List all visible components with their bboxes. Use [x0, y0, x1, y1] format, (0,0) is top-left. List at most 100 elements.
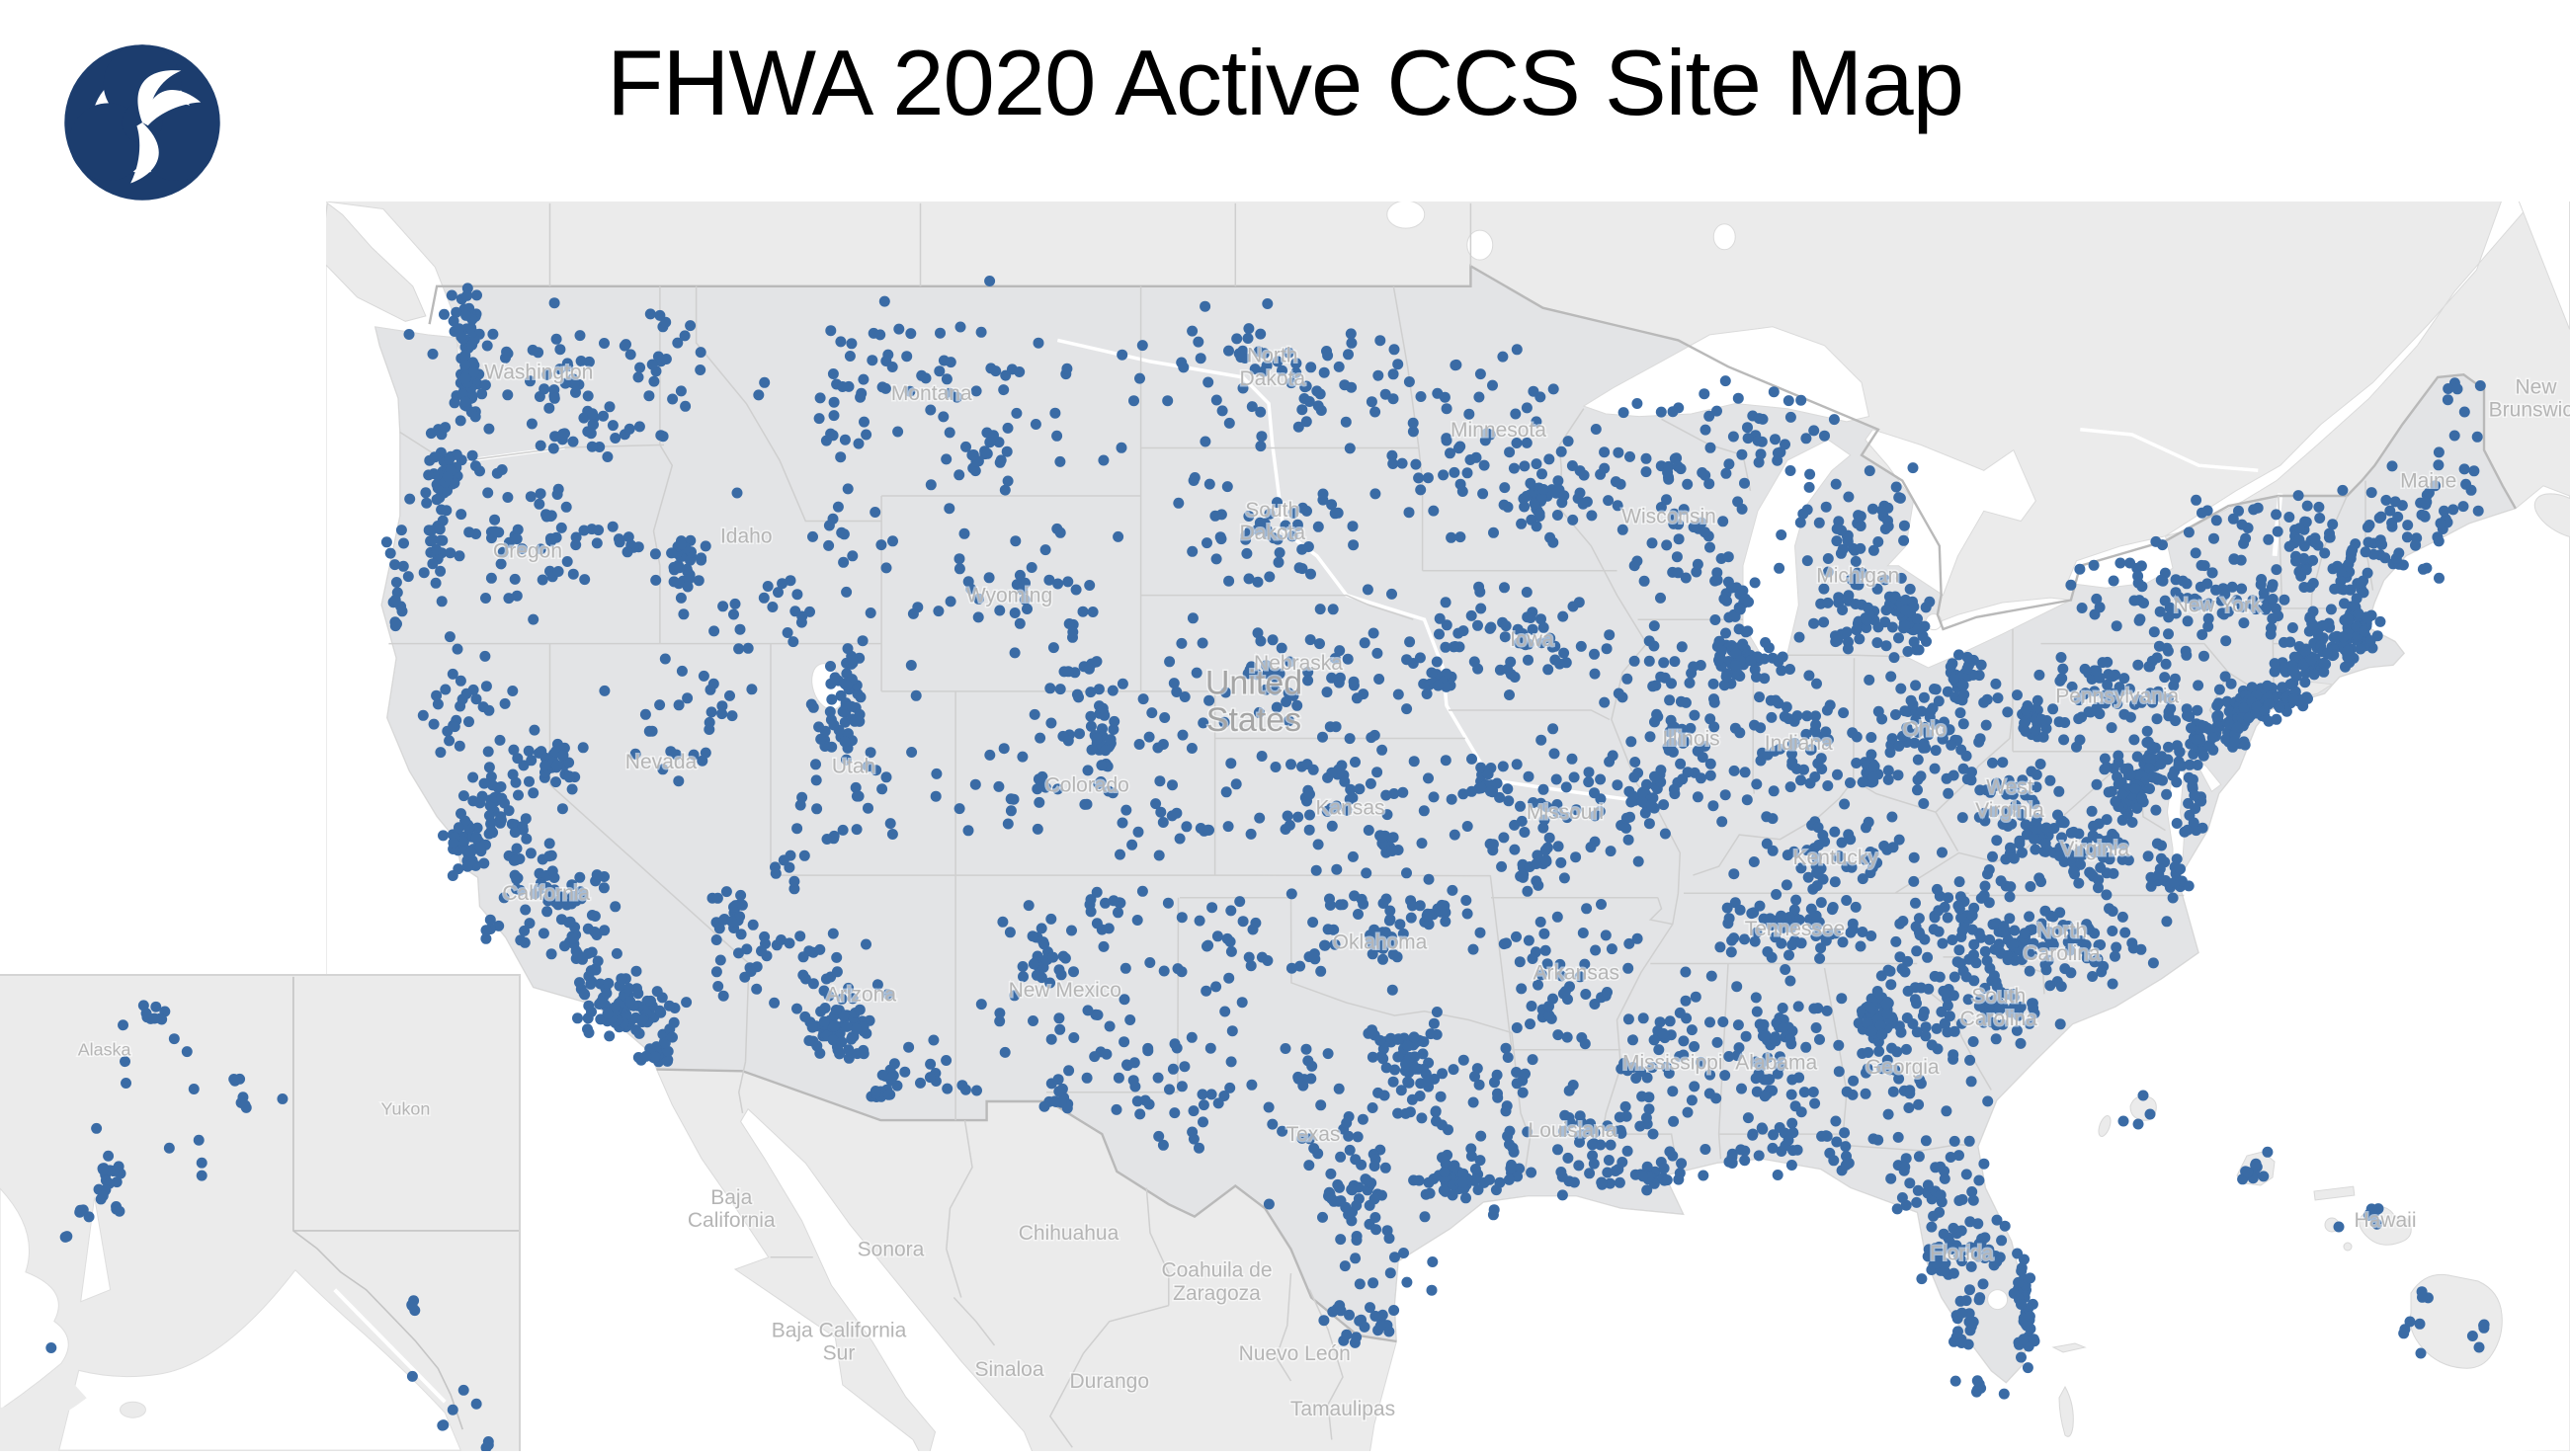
- ccs-site-dot[interactable]: [1197, 637, 1208, 649]
- ccs-site-dot[interactable]: [2447, 504, 2459, 516]
- ccs-site-dot[interactable]: [2009, 925, 2021, 936]
- ccs-site-dot[interactable]: [1960, 971, 1972, 983]
- ccs-site-dot[interactable]: [1997, 757, 2009, 768]
- ccs-site-dot[interactable]: [598, 410, 609, 422]
- ccs-site-dot[interactable]: [1967, 1036, 1979, 1047]
- ccs-site-dot[interactable]: [2092, 953, 2104, 965]
- ccs-site-dot[interactable]: [2386, 518, 2398, 528]
- ccs-site-dot[interactable]: [1833, 850, 1845, 862]
- ccs-site-dot[interactable]: [1205, 1089, 1217, 1100]
- ccs-site-dot[interactable]: [825, 971, 837, 983]
- ccs-site-dot[interactable]: [871, 979, 883, 991]
- ccs-site-dot[interactable]: [1876, 505, 1888, 517]
- ccs-site-dot[interactable]: [1850, 599, 1862, 609]
- ccs-site-dot[interactable]: [1664, 726, 1676, 738]
- ccs-site-dot[interactable]: [1539, 845, 1551, 856]
- ccs-site-dot[interactable]: [1632, 855, 1644, 867]
- ccs-site-dot[interactable]: [1774, 1061, 1785, 1073]
- ccs-site-dot[interactable]: [1723, 913, 1735, 925]
- ccs-site-dot[interactable]: [150, 1001, 162, 1012]
- ccs-site-dot[interactable]: [1595, 468, 1607, 480]
- ccs-site-dot[interactable]: [1920, 1021, 1932, 1033]
- ccs-site-dot[interactable]: [1154, 775, 1166, 787]
- ccs-site-dot[interactable]: [228, 1074, 240, 1085]
- ccs-site-dot[interactable]: [2107, 671, 2118, 683]
- ccs-site-dot[interactable]: [2448, 430, 2460, 442]
- ccs-site-dot[interactable]: [2040, 964, 2052, 976]
- ccs-site-dot[interactable]: [1186, 1031, 1198, 1043]
- ccs-site-dot[interactable]: [1254, 517, 1266, 528]
- ccs-site-dot[interactable]: [678, 608, 690, 620]
- ccs-site-dot[interactable]: [1259, 348, 1270, 360]
- ccs-site-dot[interactable]: [1263, 1101, 1275, 1113]
- ccs-site-dot[interactable]: [1801, 710, 1813, 722]
- ccs-site-dot[interactable]: [1243, 951, 1255, 963]
- ccs-site-dot[interactable]: [2135, 696, 2147, 708]
- ccs-site-dot[interactable]: [2250, 604, 2262, 614]
- ccs-site-dot[interactable]: [574, 977, 585, 989]
- ccs-site-dot[interactable]: [886, 1072, 898, 1084]
- ccs-site-dot[interactable]: [1682, 478, 1694, 490]
- ccs-site-dot[interactable]: [1837, 605, 1849, 615]
- ccs-site-dot[interactable]: [2062, 921, 2074, 931]
- ccs-site-dot[interactable]: [1343, 349, 1354, 361]
- ccs-site-dot[interactable]: [838, 1011, 850, 1021]
- ccs-site-dot[interactable]: [1401, 1276, 1413, 1288]
- ccs-site-dot[interactable]: [2073, 849, 2085, 860]
- ccs-site-dot[interactable]: [1595, 773, 1607, 785]
- ccs-site-dot[interactable]: [815, 1006, 827, 1017]
- ccs-site-dot[interactable]: [512, 753, 524, 765]
- ccs-site-dot[interactable]: [1258, 365, 1270, 377]
- ccs-site-dot[interactable]: [931, 768, 943, 779]
- ccs-site-dot[interactable]: [1920, 1030, 1932, 1042]
- ccs-site-dot[interactable]: [1992, 692, 2004, 704]
- ccs-site-dot[interactable]: [733, 643, 745, 655]
- ccs-site-dot[interactable]: [1225, 905, 1237, 917]
- ccs-site-dot[interactable]: [1559, 1109, 1571, 1121]
- ccs-site-dot[interactable]: [1782, 849, 1793, 861]
- ccs-site-dot[interactable]: [1176, 966, 1188, 978]
- ccs-site-dot[interactable]: [1958, 688, 1970, 700]
- ccs-site-dot[interactable]: [2101, 695, 2113, 707]
- ccs-site-dot[interactable]: [1617, 524, 1628, 535]
- ccs-site-dot[interactable]: [1005, 805, 1017, 817]
- ccs-site-dot[interactable]: [1883, 1064, 1895, 1076]
- ccs-site-dot[interactable]: [485, 572, 497, 584]
- ccs-site-dot[interactable]: [1885, 671, 1897, 683]
- ccs-site-dot[interactable]: [521, 833, 533, 845]
- ccs-site-dot[interactable]: [791, 823, 803, 835]
- ccs-site-dot[interactable]: [1690, 991, 1701, 1003]
- ccs-site-dot[interactable]: [1696, 772, 1706, 784]
- ccs-site-dot[interactable]: [1886, 621, 1898, 633]
- ccs-site-dot[interactable]: [444, 631, 456, 643]
- ccs-site-dot[interactable]: [1202, 940, 1212, 952]
- ccs-site-dot[interactable]: [1305, 568, 1316, 580]
- ccs-site-dot[interactable]: [1913, 1098, 1925, 1110]
- ccs-site-dot[interactable]: [965, 583, 977, 595]
- ccs-site-dot[interactable]: [2337, 484, 2349, 496]
- ccs-site-dot[interactable]: [1776, 937, 1787, 949]
- ccs-site-dot[interactable]: [1317, 731, 1328, 743]
- ccs-site-dot[interactable]: [1833, 1039, 1845, 1051]
- ccs-site-dot[interactable]: [734, 911, 746, 923]
- ccs-site-dot[interactable]: [1587, 1150, 1599, 1162]
- ccs-site-dot[interactable]: [1577, 928, 1589, 938]
- ccs-site-dot[interactable]: [831, 951, 843, 963]
- ccs-site-dot[interactable]: [1100, 897, 1111, 909]
- ccs-site-dot[interactable]: [1804, 777, 1816, 789]
- ccs-site-dot[interactable]: [2212, 697, 2224, 709]
- ccs-site-dot[interactable]: [2056, 673, 2068, 685]
- ccs-site-dot[interactable]: [1603, 1155, 1615, 1166]
- ccs-site-dot[interactable]: [2250, 1159, 2262, 1171]
- ccs-site-dot[interactable]: [832, 501, 844, 513]
- ccs-site-dot[interactable]: [1886, 1042, 1897, 1054]
- ccs-site-dot[interactable]: [2103, 786, 2114, 798]
- ccs-site-dot[interactable]: [1045, 1033, 1057, 1045]
- ccs-site-dot[interactable]: [1508, 462, 1520, 474]
- ccs-site-dot[interactable]: [2293, 534, 2305, 545]
- ccs-site-dot[interactable]: [1226, 1025, 1238, 1037]
- ccs-site-dot[interactable]: [1953, 649, 1964, 661]
- ccs-site-dot[interactable]: [2314, 513, 2326, 524]
- ccs-site-dot[interactable]: [2238, 537, 2250, 549]
- ccs-site-dot[interactable]: [1902, 646, 1914, 657]
